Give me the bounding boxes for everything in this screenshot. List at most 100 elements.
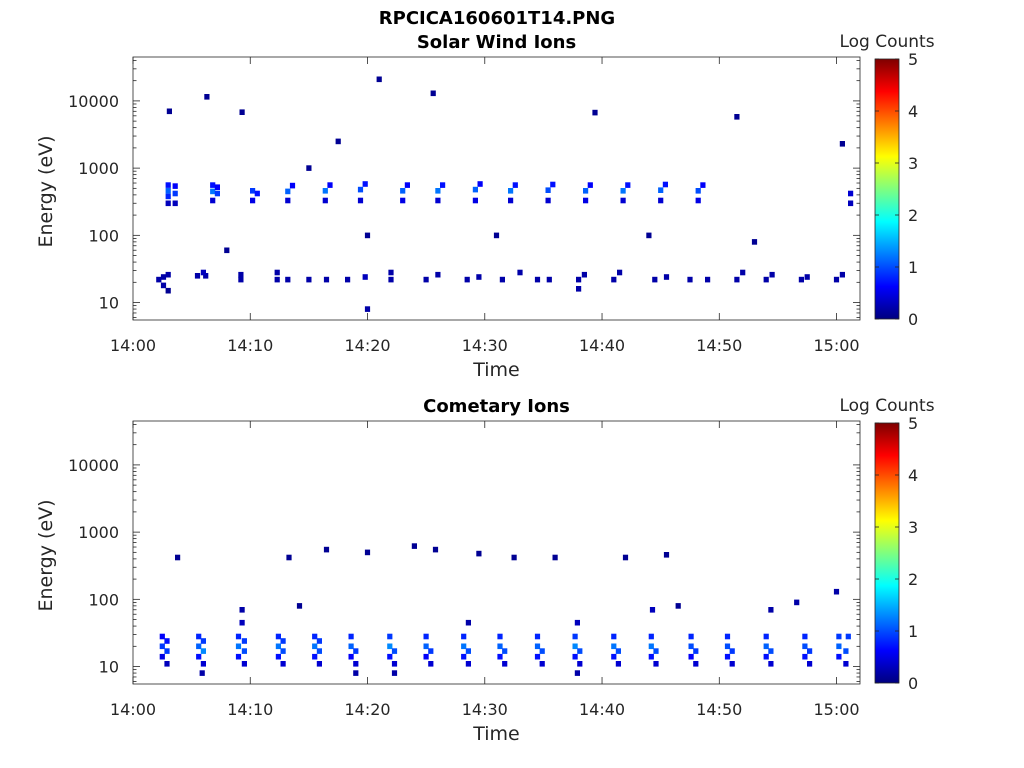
heatmap-cell <box>740 269 746 276</box>
heatmap-cell <box>165 271 171 278</box>
x-tick-label: 14:50 <box>696 336 742 355</box>
x-axis: 14:00 14:10 14:20 14:30 14:40 14:50 15:00 <box>110 57 860 355</box>
colorbar-tick-label: 3 <box>908 154 918 173</box>
heatmap-cell <box>159 653 165 660</box>
heatmap-cell <box>200 661 206 667</box>
heatmap-cell <box>156 276 162 283</box>
y-axis-label: Energy (eV) <box>35 135 57 247</box>
colorbar-tick-label: 4 <box>908 466 918 485</box>
heatmap-cell <box>280 661 286 667</box>
heatmap-cell <box>465 661 471 667</box>
heatmap-cell <box>274 276 280 283</box>
heatmap-cell <box>312 643 318 650</box>
panel-title: Solar Wind Ions <box>417 32 576 53</box>
heatmap-cell <box>285 188 291 195</box>
heatmap-cell <box>833 276 840 283</box>
heatmap-cell <box>653 661 659 667</box>
heatmap-cell <box>210 197 216 204</box>
heatmap-cell <box>615 648 621 654</box>
heatmap-cell <box>435 271 441 278</box>
heatmap-cell <box>391 661 398 667</box>
heatmap-cell <box>323 276 330 283</box>
heatmap-cell <box>539 661 545 667</box>
heatmap-cell <box>239 109 245 115</box>
heatmap-cell <box>235 633 242 640</box>
heatmap-cell <box>316 648 322 654</box>
heatmap-cell <box>583 188 589 194</box>
heatmap-cell <box>583 197 589 204</box>
heatmap-cell <box>763 643 769 650</box>
heatmap-cell <box>649 607 656 613</box>
heatmap-cell <box>836 653 842 660</box>
heatmap-cell <box>428 648 434 654</box>
heatmap-cell <box>675 603 681 609</box>
heatmap-cell <box>388 276 394 283</box>
heatmap-cell <box>517 269 523 276</box>
heatmap-cell <box>241 638 247 644</box>
x-tick-label: 15:00 <box>813 336 859 355</box>
heatmap-cell <box>316 638 322 644</box>
heatmap-cell <box>477 181 483 187</box>
heatmap-cell <box>534 276 541 283</box>
heatmap-cell <box>581 271 587 278</box>
heatmap-cell <box>159 633 165 640</box>
colorbar-tick-label: 5 <box>908 50 918 69</box>
heatmap-cell <box>804 274 810 280</box>
heatmap-cell <box>164 638 170 644</box>
heatmap-cell <box>807 661 813 667</box>
heatmap-cell <box>768 661 774 667</box>
heatmap-cell <box>734 276 740 283</box>
heatmap-cell <box>432 546 439 553</box>
x-tick-label: 14:40 <box>579 336 625 355</box>
heatmap-cell <box>658 187 664 193</box>
heatmap-cell <box>620 197 626 204</box>
panel-title: Cometary Ions <box>423 396 570 417</box>
heatmap-cell <box>159 643 165 650</box>
heatmap-cell <box>164 648 170 654</box>
heatmap-cell <box>312 653 318 660</box>
heatmap-cell <box>235 643 242 650</box>
heatmap-cell <box>204 94 210 100</box>
heatmap-cell <box>435 188 441 194</box>
heatmap-cell <box>464 276 470 283</box>
heatmap-cell <box>164 661 170 667</box>
heatmap-cell <box>695 197 701 204</box>
heatmap-cell <box>734 114 740 120</box>
heatmap-cell <box>461 653 467 660</box>
heatmap-cell <box>306 165 312 171</box>
heatmap-cell <box>296 603 303 609</box>
heatmap-cell <box>658 197 664 204</box>
heatmap-cell <box>214 184 220 190</box>
heatmap-cell <box>430 90 436 97</box>
heatmap-cell <box>461 633 467 640</box>
heatmap-cell <box>768 607 774 613</box>
heatmap-cell <box>729 648 735 654</box>
heatmap-cell <box>196 653 202 660</box>
heatmap-cell <box>576 286 582 292</box>
heatmap-cell <box>362 181 368 187</box>
figure-title: RPCICA160601T14.PNG <box>379 8 615 29</box>
heatmap-cell <box>423 643 429 650</box>
heatmap-cell <box>611 633 617 640</box>
heatmap-cell <box>357 186 364 193</box>
heatmap-cell <box>274 269 280 276</box>
heatmap-cell <box>843 648 849 654</box>
heatmap-cell <box>423 653 429 660</box>
heatmap-cell <box>845 633 851 640</box>
heatmap-cell <box>794 599 800 606</box>
x-tick-label: 15:00 <box>813 700 859 719</box>
heatmap-cell <box>572 643 578 650</box>
heatmap-cell <box>502 661 508 667</box>
heatmap-cell <box>687 276 693 283</box>
heatmap-cell <box>254 190 260 197</box>
heatmap-cell <box>497 653 503 660</box>
x-tick-label: 14:00 <box>110 336 156 355</box>
heatmap-cell <box>552 554 558 561</box>
heatmap-cell <box>802 653 808 660</box>
heatmap-cell <box>688 643 694 650</box>
heatmap-cell <box>165 188 171 194</box>
heatmap-cell <box>199 670 205 676</box>
x-tick-label: 14:20 <box>344 700 390 719</box>
